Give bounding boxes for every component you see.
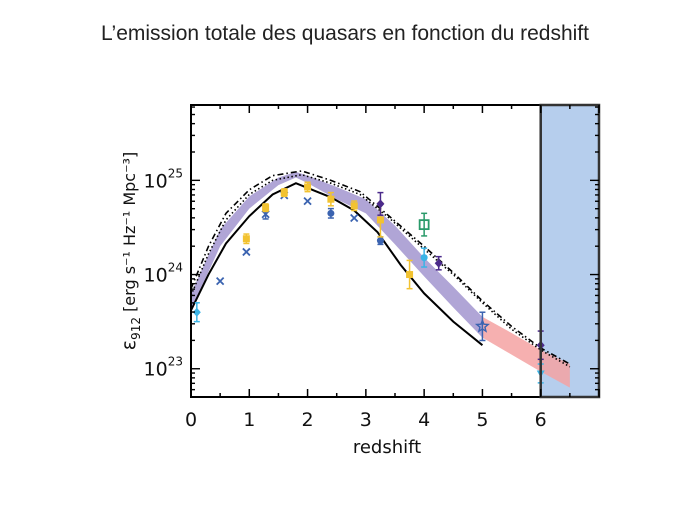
data-point-square (242, 235, 250, 243)
highlight-region (540, 105, 599, 397)
plot-layer (191, 105, 599, 397)
data-point-square (262, 204, 270, 212)
data-point-square (280, 189, 288, 197)
x-tick-label: 0 (185, 409, 197, 431)
x-tick-label: 4 (418, 409, 430, 431)
data-point-square (304, 183, 312, 191)
data-point-square (350, 202, 358, 210)
data-point-diamond (192, 307, 201, 317)
x-tick-label: 1 (243, 409, 255, 431)
x-axis-label: redshift (353, 437, 421, 458)
data-point-square (406, 271, 414, 279)
data-point-cross (242, 247, 251, 257)
y-tick-label: 1024 (144, 261, 183, 287)
data-point-diamond (434, 258, 443, 268)
y-axis-label: ε912 [erg s⁻¹ Hz⁻¹ Mpc⁻³] (118, 152, 143, 350)
data-point-cross (216, 277, 225, 286)
model-curve-solid (191, 182, 484, 346)
x-tick-label: 5 (476, 409, 488, 431)
data-point-circle (376, 237, 384, 245)
model-curve-dotted (191, 173, 571, 368)
data-point-square-open (418, 219, 430, 231)
y-tick-label: 1023 (144, 355, 183, 381)
data-point-square (327, 195, 335, 203)
x-tick-label: 6 (535, 409, 547, 431)
uncertainty-band (191, 171, 483, 338)
data-point-cross (303, 196, 312, 206)
frame-layer (190, 103, 601, 399)
data-point-circle (420, 254, 428, 262)
model-curve-dashdot (191, 170, 571, 365)
data-point-diamond (376, 199, 385, 209)
y-tick-label: 1025 (144, 166, 183, 192)
text-layer: 0 1 2 3 4 5 6 1023 1024 1025 redshift ε912 [erg s⁻¹… (118, 152, 547, 458)
x-tick-label: 3 (360, 409, 372, 431)
data-point-circle (327, 209, 335, 217)
data-point-square (376, 216, 384, 224)
data-point-cross (350, 213, 359, 223)
x-tick-label: 2 (302, 409, 314, 431)
extrapolation-band (482, 316, 570, 388)
slide-title: L’emission totale des quasars en fonctio… (101, 22, 589, 45)
data-point-star (474, 318, 490, 333)
